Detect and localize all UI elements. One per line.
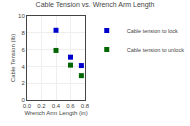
svg-text:2: 2 <box>21 80 25 86</box>
svg-text:0.2: 0.2 <box>37 103 46 109</box>
svg-text:4: 4 <box>21 64 25 70</box>
svg-text:Cable tension to unlock: Cable tension to unlock <box>127 47 184 53</box>
svg-text:10: 10 <box>18 13 25 19</box>
svg-text:Cable tension to lock: Cable tension to lock <box>127 28 178 34</box>
svg-text:0.0: 0.0 <box>23 103 32 109</box>
svg-text:Wrench Arm Length (in): Wrench Arm Length (in) <box>24 110 87 116</box>
svg-text:Cable Tension (lb): Cable Tension (lb) <box>10 34 16 82</box>
svg-text:6: 6 <box>21 47 25 53</box>
svg-text:8: 8 <box>21 30 25 36</box>
svg-text:Cable Tension vs. Wrench Arm L: Cable Tension vs. Wrench Arm Length <box>36 1 155 9</box>
svg-text:0.8: 0.8 <box>81 103 90 109</box>
svg-text:0.6: 0.6 <box>66 103 75 109</box>
svg-text:0: 0 <box>21 97 25 103</box>
svg-text:0.4: 0.4 <box>52 103 61 109</box>
